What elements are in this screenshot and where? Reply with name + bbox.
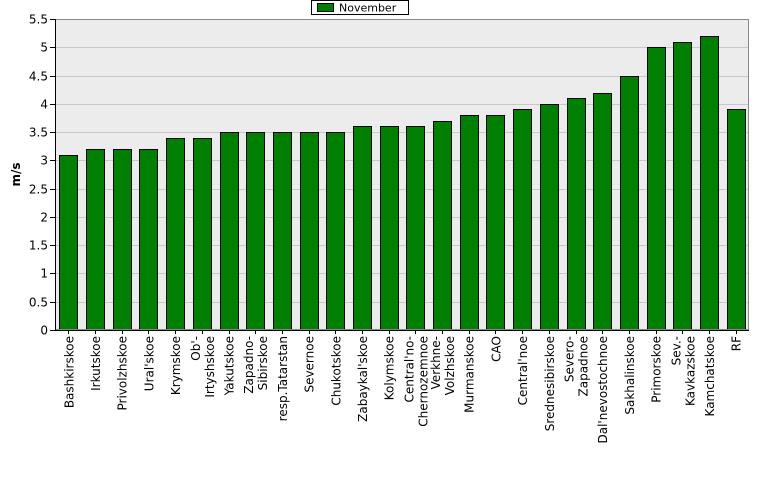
x-tick-label: Srednesibirskoe [543,336,557,431]
bar[interactable] [166,138,185,331]
bar[interactable] [620,76,639,331]
y-axis-label: m/s [9,162,23,186]
y-tick-label: 5 [40,41,48,55]
bar[interactable] [673,42,692,331]
y-tick-label: 5.5 [29,13,48,27]
legend-label: November [339,2,397,15]
bar[interactable] [59,155,78,331]
x-tick-label: Zabaykal'skoe [356,336,370,422]
y-tick-label: 3 [40,154,48,168]
x-tick-label: Chukotskoe [329,336,343,406]
x-tick-label: RF [730,336,744,351]
x-tick-label: Kamchatskoe [703,336,717,416]
legend-swatch [317,3,334,12]
x-tick-label: Verkhne-Volzhskoe [429,336,457,395]
y-tick-label: 0 [40,324,48,338]
bar[interactable] [433,121,452,331]
x-tick-label: Irkutskoe [89,336,103,391]
bar[interactable] [727,109,746,331]
x-tick-label: Dal'nevostochnoe [596,336,610,444]
x-tick-label: Sev.-Kavkazskoe [669,336,697,406]
x-tick-label: Central'noe [516,336,530,405]
x-tick-label: Krymskoe [169,336,183,395]
bar[interactable] [113,149,132,331]
y-axis-ticks: 0 0.5 1 1.5 2 2.5 3 3.5 4 4.5 5 5.5 [29,13,55,338]
x-tick-label: CAO [489,336,503,362]
x-tick-label: Central'no-Chernozemnoe [402,336,430,427]
bar[interactable] [700,36,719,331]
x-tick-label: Primorskoe [650,336,664,403]
plot-area [55,19,749,330]
bar[interactable] [273,132,292,331]
x-tick-label: Privolzhskoe [116,336,130,410]
bar[interactable] [326,132,345,331]
bar[interactable] [460,115,479,331]
bar[interactable] [139,149,158,331]
y-tick-label: 4.5 [29,70,48,84]
bar[interactable] [300,132,319,331]
bar[interactable] [486,115,505,331]
y-tick-label: 2 [40,211,48,225]
x-tick-label: Severo-Zapadnoe [563,336,591,397]
x-tick-label: Sakhalinskoe [623,336,637,415]
x-tick-label: Yakutskoe [223,336,237,396]
bar[interactable] [406,126,425,331]
x-tick-label: Murmanskoe [463,336,477,413]
bar[interactable] [540,104,559,331]
bar[interactable] [380,126,399,331]
x-tick-label: resp.Tatarstan [276,336,290,421]
x-axis-ticks: Bashkirskoe Irkutskoe Privolzhskoe Ural'sko… [62,330,744,444]
x-tick-label: Ob'-Irtyshskoe [189,336,217,398]
bar[interactable] [593,93,612,331]
bar[interactable] [353,126,372,331]
x-tick-label: Ural'skoe [142,336,156,391]
y-tick-label: 1.5 [29,239,48,253]
bar[interactable] [220,132,239,331]
x-tick-label: Severnoe [303,336,317,393]
bar[interactable] [86,149,105,331]
y-tick-label: 2.5 [29,183,48,197]
legend[interactable]: November [311,0,409,15]
bar[interactable] [193,138,212,331]
y-tick-label: 4 [40,98,48,112]
x-tick-label: Kolymskoe [383,336,397,400]
x-tick-label: Bashkirskoe [62,336,76,408]
y-tick-label: 3.5 [29,126,48,140]
bar[interactable] [647,47,666,331]
legend-box [311,0,409,15]
axes [55,19,749,331]
bar[interactable] [246,132,265,331]
bar[interactable] [567,98,586,331]
y-tick-label: 0.5 [29,296,48,310]
x-tick-label: Zapadno-Sibirskoe [242,336,270,394]
bar[interactable] [513,109,532,331]
y-tick-label: 1 [40,267,48,281]
